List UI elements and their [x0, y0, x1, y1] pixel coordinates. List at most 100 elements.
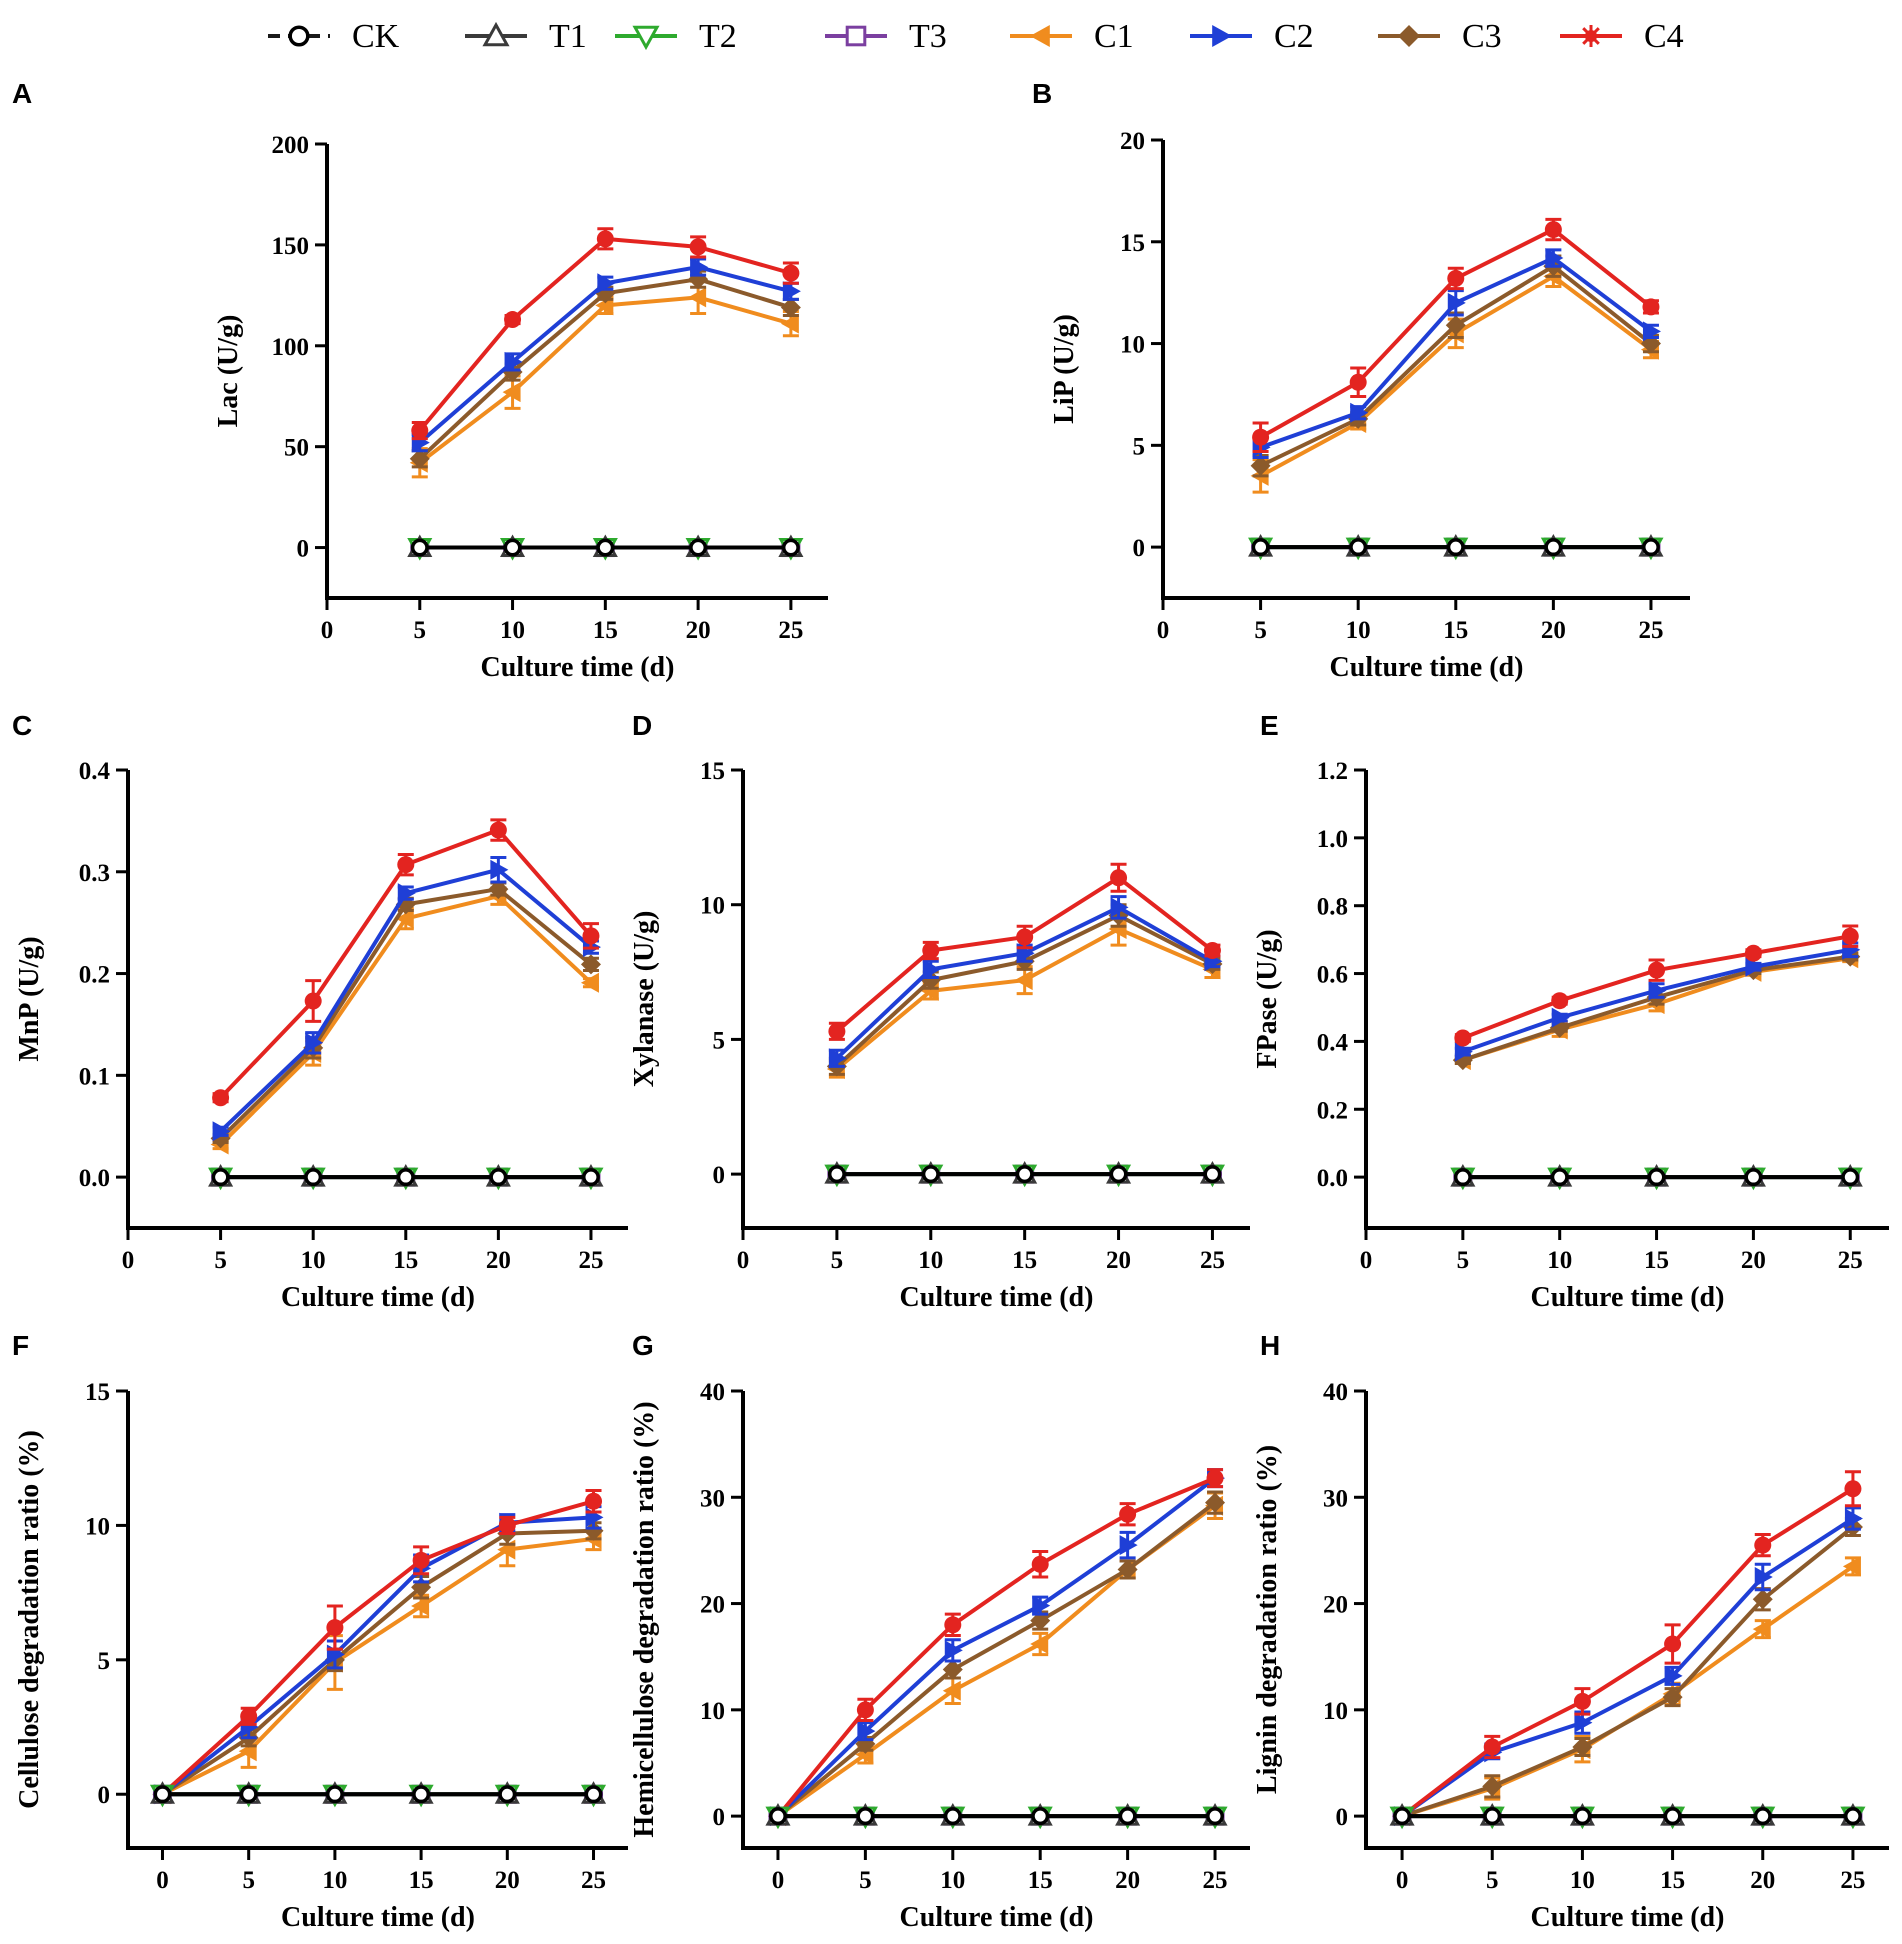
y-axis-label: Xylanase (U/g)	[629, 911, 660, 1088]
data-point	[1752, 1619, 1771, 1640]
panel-b-lip: B 0 5 10 15 20 25 0 5 10 15 20 Culture time (d) LiP …	[860, 72, 1860, 692]
x-tick-label: 0	[156, 1867, 169, 1894]
data-point	[690, 257, 709, 278]
data-point	[780, 297, 801, 318]
lac-chart: 0 5 10 15 20 25 0 50 100 150 200 Culture time (d) La…	[213, 132, 828, 683]
x-tick-label: 5	[1457, 1247, 1470, 1274]
data-point	[1250, 455, 1271, 476]
x-tick-label: 5	[1254, 617, 1267, 644]
legend-label: C2	[1274, 18, 1314, 55]
series-line	[161, 1499, 595, 1796]
data-point	[782, 281, 801, 302]
x-tick-label: 5	[414, 617, 427, 644]
data-point	[1550, 1168, 1569, 1187]
data-point	[1445, 315, 1466, 336]
y-tick-label: 0	[1336, 1804, 1349, 1831]
data-point	[1573, 1807, 1592, 1826]
data-point	[1252, 428, 1270, 446]
data-point	[498, 1516, 516, 1534]
data-point	[1014, 970, 1033, 991]
data-point	[412, 1551, 430, 1569]
x-tick-label: 25	[778, 617, 803, 644]
data-point	[410, 538, 429, 557]
y-axis-label: LiP (U/g)	[1049, 314, 1080, 424]
data-point	[1573, 1692, 1591, 1710]
cellulose-chart: 0 5 10 15 20 25 0 5 10 15 Culture time (d) Cellulos…	[14, 1379, 628, 1933]
data-point	[409, 448, 430, 469]
y-tick-label: 0	[1133, 535, 1146, 562]
series-c2	[212, 856, 601, 1142]
data-point	[827, 1165, 846, 1184]
panel-letter: A	[12, 78, 33, 109]
x-tick-label: 15	[1660, 1867, 1685, 1894]
data-point	[211, 1168, 230, 1187]
data-point	[1843, 1807, 1862, 1826]
data-point	[489, 1168, 508, 1187]
series-c3	[767, 1490, 1226, 1827]
series-line	[1400, 1516, 1855, 1818]
x-tick-label: 0	[737, 1247, 750, 1274]
series-c4	[1454, 924, 1859, 1047]
data-point	[1393, 1807, 1412, 1826]
series-c3	[1392, 1517, 1863, 1827]
data-point	[1551, 992, 1569, 1010]
data-point	[1841, 927, 1859, 945]
x-tick-label: 10	[1547, 1247, 1572, 1274]
x-axis-label: Culture time (d)	[1531, 1902, 1725, 1933]
y-tick-label: 5	[98, 1648, 111, 1675]
data-point	[498, 1785, 517, 1804]
data-point	[503, 538, 522, 557]
data-point	[1648, 961, 1666, 979]
y-tick-label: 15	[700, 758, 725, 785]
data-point	[580, 972, 599, 993]
data-point	[856, 1701, 874, 1719]
series-c1	[767, 1491, 1224, 1827]
data-point	[1752, 1589, 1773, 1610]
data-point	[1349, 373, 1367, 391]
panel-letter: G	[632, 1330, 654, 1361]
data-point	[1454, 1029, 1472, 1047]
axes: 0 5 10 15 20 25 0 50 100 150 200	[272, 132, 828, 644]
xylanase-chart: 0 5 10 15 20 25 0 5 10 15 Culture time (d) Xylanase…	[629, 758, 1250, 1313]
legend-marker	[845, 25, 867, 47]
x-tick-label: 20	[1106, 1247, 1131, 1274]
y-tick-label: 10	[1323, 1698, 1348, 1725]
y-tick-label: 0.8	[1317, 894, 1348, 921]
panel-e-fpase: E 0 5 10 15 20 25 0.0 0.2 0.4 0.6 0.8 1.0 1.2 Culture…	[1245, 700, 1902, 1320]
data-point	[782, 264, 800, 282]
x-tick-label: 20	[686, 617, 711, 644]
y-axis-label: Cellulose degradation ratio (%)	[14, 1430, 45, 1809]
series-line	[219, 894, 593, 1146]
data-point	[502, 382, 521, 403]
x-tick-label: 5	[1486, 1867, 1499, 1894]
data-point	[1117, 1559, 1138, 1580]
y-axis-label: Lac (U/g)	[213, 315, 244, 428]
data-point	[1648, 980, 1667, 1001]
y-tick-label: 0.1	[79, 1063, 110, 1090]
data-point	[781, 538, 800, 557]
series-line	[776, 1501, 1217, 1818]
panel-d-xylanase: D 0 5 10 15 20 25 0 5 10 15 Culture time (d) Xylana…	[620, 700, 1260, 1320]
data-point	[580, 954, 601, 975]
legend-marker	[482, 21, 510, 47]
x-tick-label: 0	[772, 1867, 785, 1894]
y-tick-label: 0.4	[79, 758, 111, 785]
data-point	[1754, 1566, 1773, 1587]
y-tick-label: 5	[1133, 433, 1146, 460]
y-tick-label: 0	[297, 536, 310, 563]
data-point	[1453, 1168, 1472, 1187]
y-tick-label: 20	[1120, 128, 1145, 155]
data-point	[1203, 1165, 1222, 1184]
data-point	[582, 927, 600, 945]
series-line	[1400, 1487, 1854, 1818]
legend-label: C1	[1094, 18, 1134, 55]
series-c2	[411, 257, 801, 453]
series-c4	[1393, 1470, 1862, 1825]
lignin-chart: 0 5 10 15 20 25 0 10 20 30 40 Culture time (d) Ligni…	[1252, 1379, 1889, 1933]
series-c2	[1454, 939, 1861, 1062]
data-point	[584, 1785, 603, 1804]
data-point	[597, 273, 616, 294]
x-tick-label: 15	[1443, 617, 1468, 644]
data-point	[212, 1121, 231, 1142]
legend-marker	[1030, 25, 1050, 47]
